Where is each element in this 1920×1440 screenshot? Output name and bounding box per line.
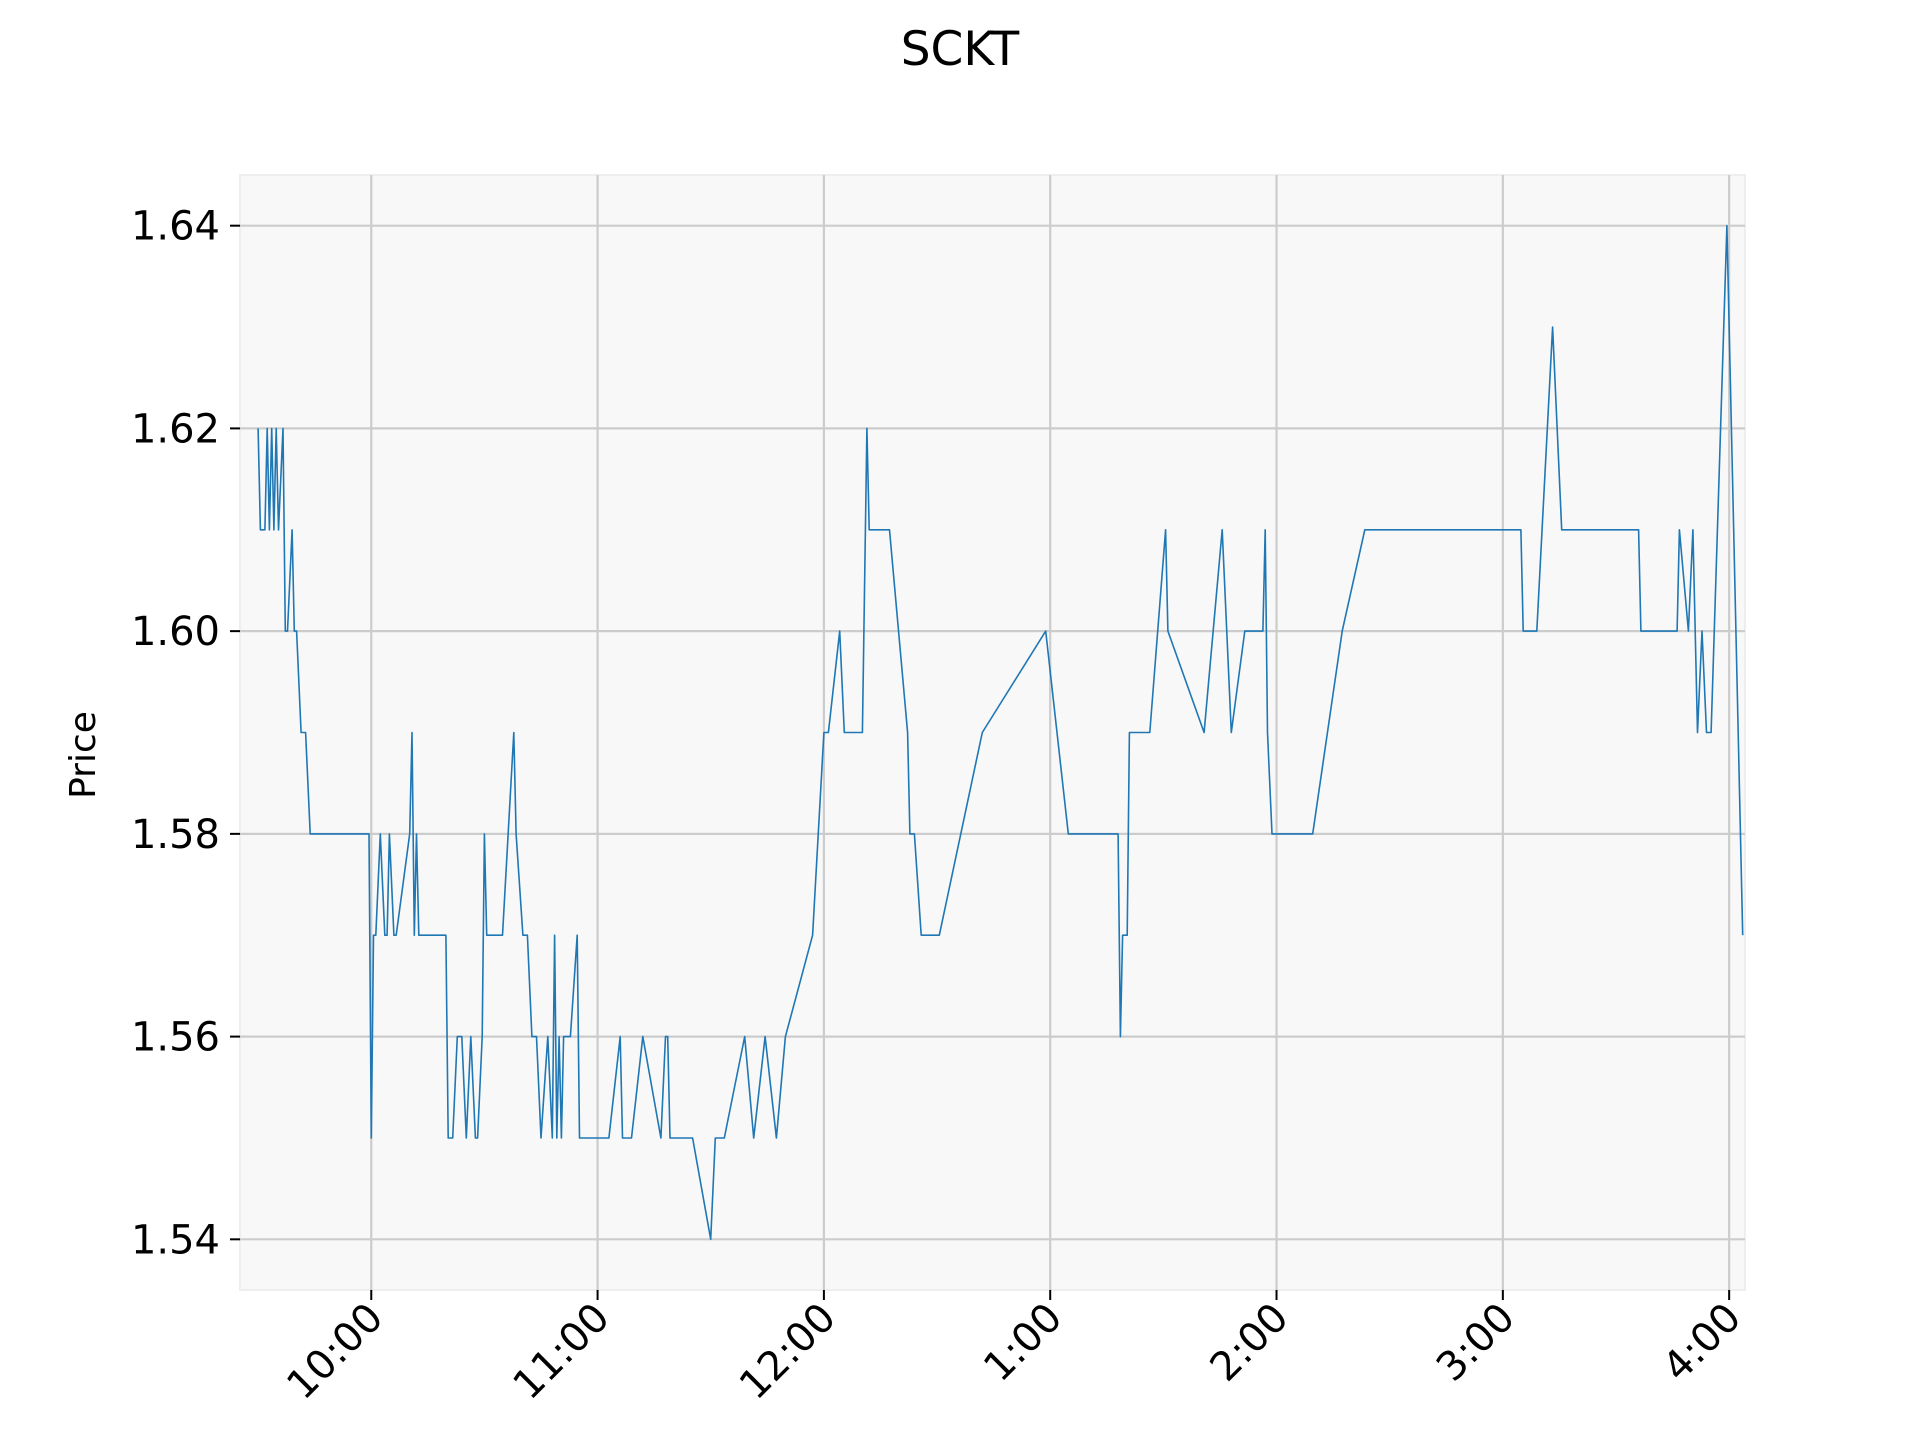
price-series-line	[257, 224, 1744, 1241]
x-tick-label: 4:00	[1654, 1295, 1750, 1391]
y-tick-label: 1.58	[131, 812, 220, 858]
y-axis-label: Price	[63, 711, 104, 799]
y-tick-label: 1.56	[131, 1015, 220, 1061]
y-axis: 1.54 1.56 1.58 1.60 1.62 1.64	[131, 204, 240, 1263]
y-tick-label: 1.62	[131, 406, 220, 452]
x-tick-label: 2:00	[1202, 1295, 1298, 1391]
plot-area	[239, 174, 1746, 1291]
x-axis: 10:00 11:00 12:00 1:00 2:00 3:00 4:00	[278, 1290, 1750, 1409]
x-tick-label: 1:00	[975, 1295, 1071, 1391]
y-tick-label: 1.54	[131, 1217, 220, 1263]
y-gridlines	[240, 224, 1745, 1241]
x-tick-label: 10:00	[278, 1295, 392, 1409]
y-tick-label: 1.64	[131, 204, 220, 250]
x-tick-label: 11:00	[505, 1295, 619, 1409]
x-tick-label: 12:00	[731, 1295, 845, 1409]
chart-title: SCKT	[900, 22, 1020, 77]
y-tick-label: 1.60	[131, 609, 220, 655]
x-tick-label: 3:00	[1428, 1295, 1524, 1391]
